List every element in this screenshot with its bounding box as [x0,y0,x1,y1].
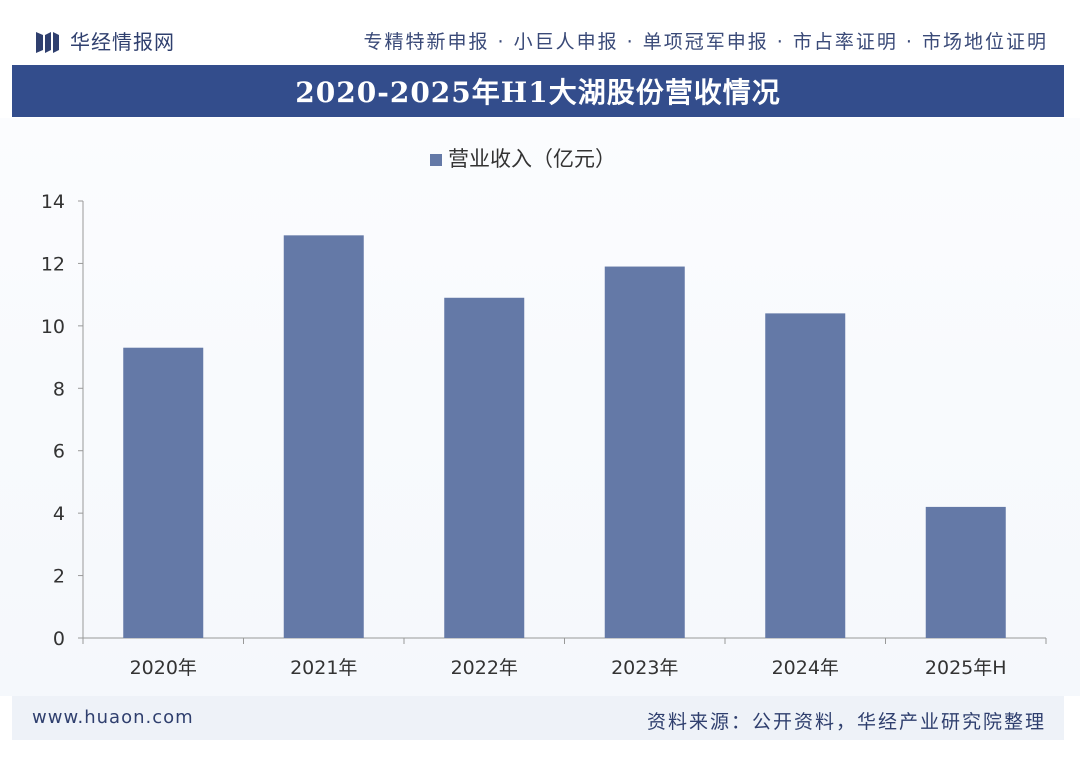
footer: www.huaon.com 资料来源：公开资料，华经产业研究院整理 [12,696,1064,740]
top-header: 华经情报网 专精特新申报 · 小巨人申报 · 单项冠军申报 · 市占率证明 · … [0,0,1080,62]
y-tick-label: 14 [41,191,65,213]
x-axis: 2020年 2021年 2022年 2023年 2024年 2025年H [82,637,1047,679]
bar [765,313,846,638]
y-tick-label: 2 [53,566,65,588]
x-tick-label: 2025年H [925,657,1007,679]
chart-title: 2020-2025年H1大湖股份营收情况 [295,76,781,109]
y-tick-label: 6 [53,441,65,463]
footer-website[interactable]: www.huaon.com [32,707,194,728]
x-tick-label: 2022年 [451,657,518,679]
x-tick-label: 2021年 [290,657,357,679]
bar [925,506,1006,638]
y-tick-label: 8 [53,378,65,400]
x-tick-label: 2023年 [611,657,678,679]
bars [123,235,1006,638]
bar-chart: 营业收入（亿元） 0 2 4 6 8 10 12 14 2020年 2021年 2022年 2023… [41,147,1047,679]
y-tick-label: 0 [53,628,65,650]
bar [444,297,525,638]
y-tick-label: 4 [53,503,65,525]
x-tick-label: 2020年 [130,657,197,679]
title-bar: 2020-2025年H1大湖股份营收情况 [12,65,1064,117]
x-tick-label: 2024年 [772,657,839,679]
bar [604,266,685,638]
legend-swatch [430,154,442,166]
logo-icon [36,31,59,53]
legend: 营业收入（亿元） [430,147,616,171]
y-tick-label: 12 [41,253,65,275]
legend-label: 营业收入（亿元） [448,147,616,171]
logo-text: 华经情报网 [70,30,175,54]
bar [283,235,364,638]
bar [123,347,204,638]
y-axis: 0 2 4 6 8 10 12 14 [41,191,84,650]
logo[interactable]: 华经情报网 [34,26,175,55]
footer-source: 资料来源：公开资料，华经产业研究院整理 [646,711,1046,733]
services-list: 专精特新申报 · 小巨人申报 · 单项冠军申报 · 市占率证明 · 市场地位证明 [363,31,1048,53]
y-tick-label: 10 [41,316,65,338]
